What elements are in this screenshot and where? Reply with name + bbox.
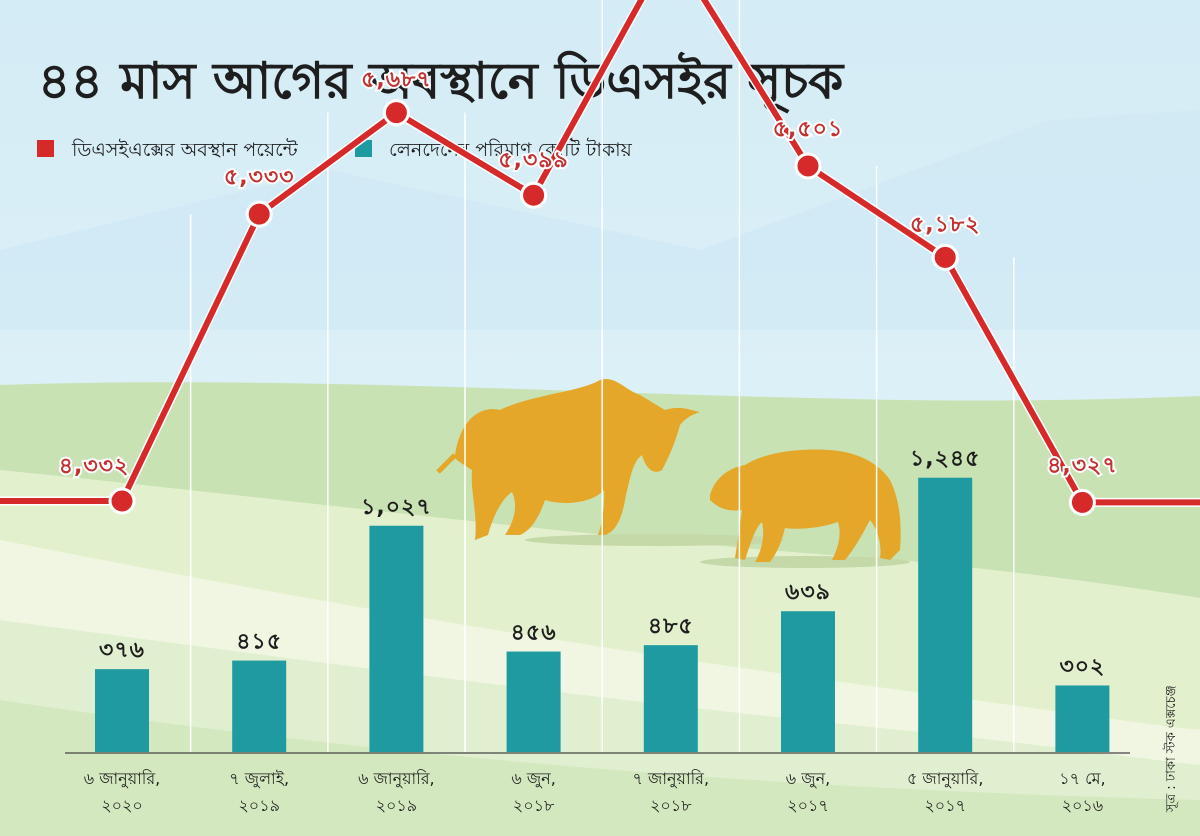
index-point-label: ৪,৩৩২ (59, 454, 130, 479)
bear-illustration (700, 449, 910, 568)
x-tick-label: ৬ জুন, (511, 769, 555, 789)
index-point (382, 99, 410, 127)
volume-bar-label: ৩৭৬ (99, 638, 145, 663)
volume-bar-label: ১,২৪৫ (910, 447, 981, 472)
x-tick-label-year: ২০১৮ (650, 796, 692, 815)
volume-bar (369, 525, 424, 752)
volume-bar-label: ৩০২ (1059, 654, 1105, 679)
volume-bar (506, 651, 561, 752)
index-point (1068, 488, 1096, 516)
chart-title: ৪৪ মাস আগের অবস্থানে ডিএসইর সূচক (38, 51, 845, 114)
x-tick-label-year: ২০১৮ (513, 796, 555, 815)
index-line (0, 0, 1200, 506)
index-point (794, 152, 822, 180)
legend: ডিএসইএক্সের অবস্থান পয়েন্টে লেনদেনের পর… (37, 138, 633, 161)
x-tick-label: ৬ জানুয়ারি, (358, 769, 435, 788)
index-point (108, 487, 136, 515)
index-point-label: ৫,১৮২ (910, 212, 981, 237)
volume-bar (95, 669, 149, 752)
x-tick-label-year: ২০১৬ (1062, 796, 1104, 815)
legend-index-swatch (37, 140, 54, 157)
x-tick-label: ১৭ মে, (1059, 769, 1105, 788)
legend-index-label: ডিএসইএক্সের অবস্থান পয়েন্টে (71, 138, 299, 161)
x-tick-label-year: ২০২০ (101, 796, 143, 815)
x-tick-label-year: ২০১৭ (787, 796, 829, 815)
x-tick-label: ৬ জুন, (786, 769, 830, 789)
volume-bar (918, 477, 973, 752)
index-point-label: ৪,৩২৭ (1047, 453, 1118, 478)
index-point-label: ৫,৩৩৩ (224, 165, 295, 190)
x-tick-label-year: ২০১৯ (376, 796, 418, 815)
x-tick-label: ৫ জানুয়ারি, (907, 769, 984, 788)
index-point-label: ৫,৬৮৭ (361, 68, 432, 93)
x-tick-label: ৭ জুলাই, (229, 769, 289, 789)
x-tick-label-year: ২০১৯ (238, 796, 280, 815)
volume-bar-label: ৪৫৬ (511, 621, 557, 646)
volume-bar (643, 645, 698, 752)
index-point (245, 200, 273, 228)
index-point-label: ৫,৩৯৯ (498, 148, 569, 173)
volume-bar-label: ৪১৫ (236, 630, 282, 655)
x-tick-label: ৬ জানুয়ারি, (84, 769, 161, 788)
volume-bar (232, 660, 287, 752)
index-point-label: ৫,৫০১ (773, 117, 844, 142)
volume-bar (1055, 685, 1110, 752)
index-point (520, 181, 548, 209)
x-tick-label: ৭ জানুয়ারি, (633, 769, 710, 788)
index-point (931, 243, 959, 271)
bull-illustration (436, 378, 785, 546)
volume-bar-label: ৬৩৯ (785, 580, 831, 605)
volume-bar-label: ১,০২৭ (361, 495, 432, 520)
source-note: সূত্র : ঢাকা স্টক এক্সচেঞ্জ (1163, 685, 1179, 813)
volume-bar-label: ৪৮৫ (648, 614, 694, 639)
plot-area: ৩৭৬ ৪১৫ ১,০২৭ ৪৫৬ ৪৮৫ ৬৩৯ ১,২৪৫ ৩০২ ৪,৩৩২ ৫,৩৩৩ ৫,… (0, 0, 1200, 815)
x-tick-label-year: ২০১৭ (924, 796, 966, 815)
volume-bar (781, 611, 835, 752)
